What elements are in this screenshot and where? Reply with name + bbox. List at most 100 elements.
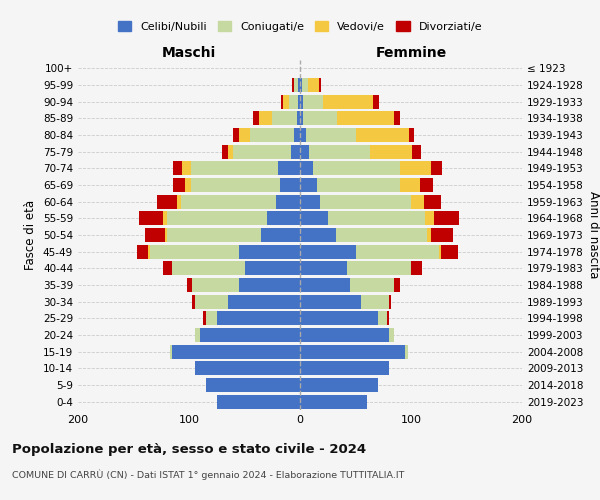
Bar bbox=[182, 161, 191, 176]
Bar bbox=[157, 194, 177, 209]
Text: Femmine: Femmine bbox=[376, 46, 446, 60]
Bar bbox=[296, 112, 300, 126]
Bar bbox=[350, 278, 394, 292]
Bar bbox=[250, 128, 295, 142]
Bar bbox=[409, 128, 415, 142]
Bar bbox=[173, 178, 185, 192]
Bar bbox=[193, 294, 194, 308]
Bar bbox=[145, 228, 164, 242]
Bar bbox=[300, 311, 378, 326]
Bar bbox=[400, 178, 420, 192]
Bar bbox=[275, 194, 300, 209]
Bar bbox=[441, 244, 458, 259]
Bar bbox=[300, 194, 320, 209]
Bar bbox=[300, 161, 313, 176]
Bar bbox=[261, 228, 300, 242]
Bar bbox=[355, 244, 439, 259]
Bar bbox=[298, 78, 300, 92]
Bar bbox=[300, 128, 305, 142]
Bar bbox=[308, 78, 319, 92]
Bar bbox=[319, 78, 321, 92]
Bar bbox=[406, 344, 407, 358]
Bar bbox=[272, 112, 296, 126]
Bar bbox=[289, 94, 298, 109]
Bar bbox=[300, 211, 328, 226]
Bar bbox=[300, 112, 304, 126]
Bar bbox=[337, 112, 394, 126]
Bar bbox=[280, 178, 300, 192]
Bar bbox=[300, 344, 406, 358]
Legend: Celibi/Nubili, Coniugati/e, Vedovi/e, Divorziati/e: Celibi/Nubili, Coniugati/e, Vedovi/e, Di… bbox=[113, 16, 487, 36]
Bar bbox=[424, 194, 441, 209]
Text: Maschi: Maschi bbox=[162, 46, 216, 60]
Bar bbox=[300, 78, 302, 92]
Bar bbox=[300, 294, 361, 308]
Bar bbox=[425, 211, 434, 226]
Bar bbox=[439, 244, 441, 259]
Bar bbox=[194, 294, 228, 308]
Bar bbox=[411, 261, 422, 276]
Bar bbox=[309, 144, 370, 159]
Bar bbox=[266, 211, 300, 226]
Bar bbox=[148, 244, 150, 259]
Bar bbox=[295, 128, 300, 142]
Bar bbox=[431, 161, 442, 176]
Bar bbox=[394, 112, 400, 126]
Bar bbox=[300, 228, 335, 242]
Bar bbox=[170, 344, 172, 358]
Bar bbox=[373, 94, 379, 109]
Bar bbox=[191, 178, 280, 192]
Bar bbox=[239, 244, 300, 259]
Bar bbox=[167, 228, 261, 242]
Bar bbox=[427, 228, 431, 242]
Bar bbox=[239, 128, 250, 142]
Text: Popolazione per età, sesso e stato civile - 2024: Popolazione per età, sesso e stato civil… bbox=[12, 442, 366, 456]
Bar bbox=[292, 78, 295, 92]
Bar bbox=[328, 211, 425, 226]
Text: COMUNE DI CARRÙ (CN) - Dati ISTAT 1° gennaio 2024 - Elaborazione TUTTITALIA.IT: COMUNE DI CARRÙ (CN) - Dati ISTAT 1° gen… bbox=[12, 470, 404, 480]
Bar bbox=[400, 161, 431, 176]
Bar bbox=[181, 194, 275, 209]
Bar bbox=[185, 178, 191, 192]
Bar bbox=[420, 178, 433, 192]
Bar bbox=[300, 361, 389, 376]
Bar bbox=[233, 144, 291, 159]
Y-axis label: Fasce di età: Fasce di età bbox=[25, 200, 37, 270]
Bar bbox=[304, 112, 337, 126]
Bar bbox=[206, 378, 300, 392]
Bar bbox=[431, 228, 453, 242]
Bar bbox=[177, 194, 181, 209]
Bar bbox=[259, 112, 272, 126]
Bar bbox=[245, 261, 300, 276]
Bar bbox=[347, 261, 411, 276]
Bar bbox=[313, 161, 400, 176]
Bar bbox=[281, 94, 283, 109]
Bar bbox=[434, 211, 459, 226]
Bar bbox=[137, 244, 148, 259]
Bar bbox=[295, 78, 298, 92]
Y-axis label: Anni di nascita: Anni di nascita bbox=[587, 192, 600, 278]
Bar bbox=[222, 144, 228, 159]
Bar bbox=[300, 244, 355, 259]
Bar bbox=[300, 261, 347, 276]
Bar bbox=[389, 328, 394, 342]
Bar bbox=[217, 311, 300, 326]
Bar bbox=[239, 278, 300, 292]
Bar bbox=[193, 278, 239, 292]
Bar bbox=[172, 344, 300, 358]
Bar bbox=[370, 144, 412, 159]
Bar bbox=[302, 78, 308, 92]
Bar bbox=[300, 144, 309, 159]
Bar bbox=[167, 211, 266, 226]
Bar bbox=[335, 228, 427, 242]
Bar bbox=[300, 278, 350, 292]
Bar bbox=[163, 211, 167, 226]
Bar bbox=[355, 128, 409, 142]
Bar bbox=[217, 394, 300, 408]
Bar bbox=[163, 261, 172, 276]
Bar bbox=[304, 94, 323, 109]
Bar bbox=[323, 94, 373, 109]
Bar bbox=[305, 128, 355, 142]
Bar bbox=[298, 94, 300, 109]
Bar bbox=[203, 311, 206, 326]
